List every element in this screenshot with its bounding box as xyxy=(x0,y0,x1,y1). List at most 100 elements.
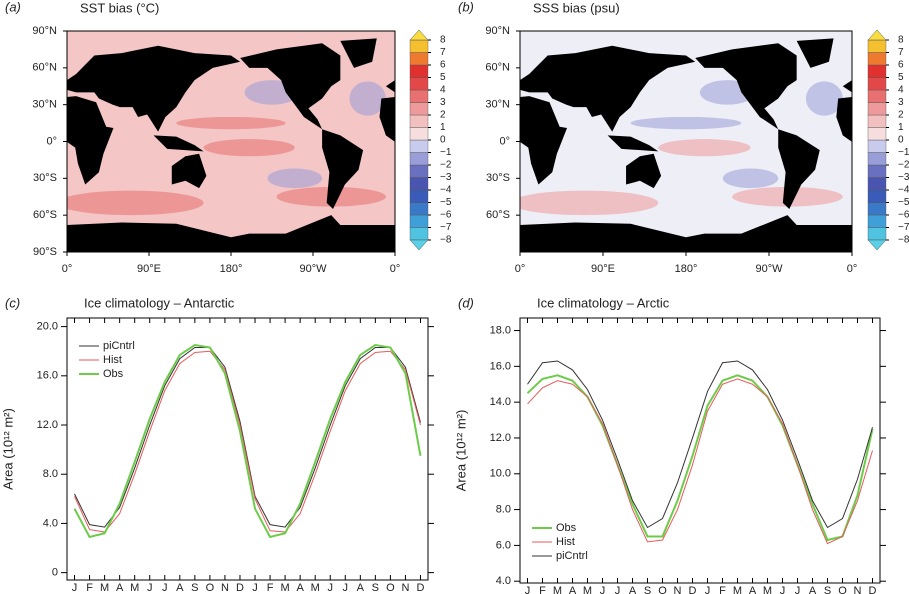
x-tick-label: J xyxy=(147,582,153,594)
y-tick-label: 12.0 xyxy=(490,432,511,444)
colorbar-cell xyxy=(409,177,429,191)
x-tick-label: J xyxy=(615,585,621,594)
x-tick-label: A xyxy=(116,582,124,594)
field-patch xyxy=(658,139,751,157)
map-area xyxy=(520,31,852,252)
series-line xyxy=(74,350,421,533)
x-tick-label: J xyxy=(780,585,786,594)
chart-title: Ice climatology – Arctic xyxy=(537,295,670,310)
y-tick-label: 0 xyxy=(52,567,58,579)
colorbar-label: −3 xyxy=(440,172,452,183)
colorbar-cell xyxy=(867,127,887,141)
colorbar-label: −2 xyxy=(440,160,452,171)
colorbar-cell xyxy=(409,214,429,228)
y-tick-label: 30°N xyxy=(485,99,510,111)
colorbar-label: 0 xyxy=(898,135,904,146)
panel-label: (b) xyxy=(458,0,474,14)
y-tick-label: 4.0 xyxy=(496,575,511,587)
x-tick-label: M xyxy=(281,582,290,594)
field-patch xyxy=(176,116,286,130)
panel-label: (c) xyxy=(5,295,20,310)
colorbar-cell xyxy=(867,77,887,91)
colorbar-label: 3 xyxy=(440,97,446,108)
colorbar-cell xyxy=(867,139,887,153)
field-patch xyxy=(349,81,386,116)
x-tick-label: A xyxy=(569,585,577,594)
x-tick-label: N xyxy=(221,582,229,594)
colorbar-label: −6 xyxy=(898,210,909,221)
x-tick-label: O xyxy=(206,582,215,594)
x-tick-label: A xyxy=(357,582,365,594)
field-patch xyxy=(805,81,843,116)
x-tick-label: J xyxy=(162,582,168,594)
x-tick-label: 0° xyxy=(847,263,858,275)
y-tick-label: 4.0 xyxy=(43,517,58,529)
x-tick-label: 90°W xyxy=(299,263,327,275)
x-tick-label: 90°W xyxy=(755,263,783,275)
field-patch xyxy=(267,168,323,189)
colorbar-label: 7 xyxy=(898,47,904,58)
x-tick-label: S xyxy=(644,585,651,594)
colorbar-label: 1 xyxy=(440,122,446,133)
x-tick-label: M xyxy=(100,582,109,594)
x-tick-label: M xyxy=(311,582,320,594)
colorbar-cell xyxy=(867,102,887,116)
colorbar-label: −5 xyxy=(440,197,452,208)
x-tick-label: S xyxy=(372,582,379,594)
x-tick-label: M xyxy=(733,585,742,594)
colorbar-label: −1 xyxy=(898,147,909,158)
x-tick-label: S xyxy=(191,582,198,594)
x-tick-label: J xyxy=(252,582,258,594)
colorbar-cell xyxy=(409,164,429,178)
x-tick-label: S xyxy=(824,585,831,594)
panel-label: (d) xyxy=(458,295,474,310)
y-tick-label: 60°N xyxy=(485,62,510,74)
x-tick-label: N xyxy=(854,585,862,594)
x-tick-label: J xyxy=(600,585,606,594)
colorbar-cell xyxy=(409,202,429,216)
y-tick-label: 90°N xyxy=(32,25,57,37)
y-tick-label: 8.0 xyxy=(496,503,511,515)
colorbar-label: 1 xyxy=(898,122,904,133)
field-patch xyxy=(67,190,204,216)
colorbar-extend-high xyxy=(409,29,429,41)
colorbar-cell xyxy=(867,202,887,216)
map-title: SSS bias (psu) xyxy=(533,0,620,15)
field-patch xyxy=(630,116,742,130)
colorbar-label: 7 xyxy=(440,47,446,58)
x-tick-label: A xyxy=(809,585,817,594)
x-tick-label: J xyxy=(795,585,801,594)
colorbar-cell xyxy=(409,114,429,128)
colorbar-cell xyxy=(409,89,429,103)
colorbar-label: −7 xyxy=(440,222,452,233)
plot-frame xyxy=(66,317,429,581)
colorbar-label: 5 xyxy=(898,72,904,83)
y-tick-label: 18.0 xyxy=(490,324,511,336)
x-tick-label: D xyxy=(236,582,244,594)
x-tick-label: F xyxy=(267,582,274,594)
y-tick-label: 30°S xyxy=(486,172,510,184)
field-patch xyxy=(722,168,779,189)
colorbar-cell xyxy=(867,89,887,103)
colorbar-cell xyxy=(409,39,429,53)
colorbar-label: −7 xyxy=(898,222,909,233)
colorbar-cell xyxy=(409,127,429,141)
colorbar-label: 0 xyxy=(440,135,446,146)
colorbar-label: −3 xyxy=(898,172,909,183)
map-area xyxy=(67,31,395,252)
x-tick-label: O xyxy=(386,582,395,594)
colorbar-cell xyxy=(409,64,429,78)
field-patterns xyxy=(67,80,386,216)
y-tick-label: 8.0 xyxy=(43,468,58,480)
colorbar-extend-high xyxy=(867,29,887,41)
x-tick-label: N xyxy=(401,582,409,594)
x-tick-label: 180° xyxy=(220,263,243,275)
x-tick-label: M xyxy=(130,582,139,594)
series-line xyxy=(73,344,422,539)
colorbar-label: 2 xyxy=(440,110,446,121)
y-tick-label: 60°S xyxy=(33,209,57,221)
y-axis-label: Area (10¹² m²) xyxy=(0,408,15,490)
colorbar-cell xyxy=(409,227,429,241)
x-tick-label: J xyxy=(72,582,78,594)
